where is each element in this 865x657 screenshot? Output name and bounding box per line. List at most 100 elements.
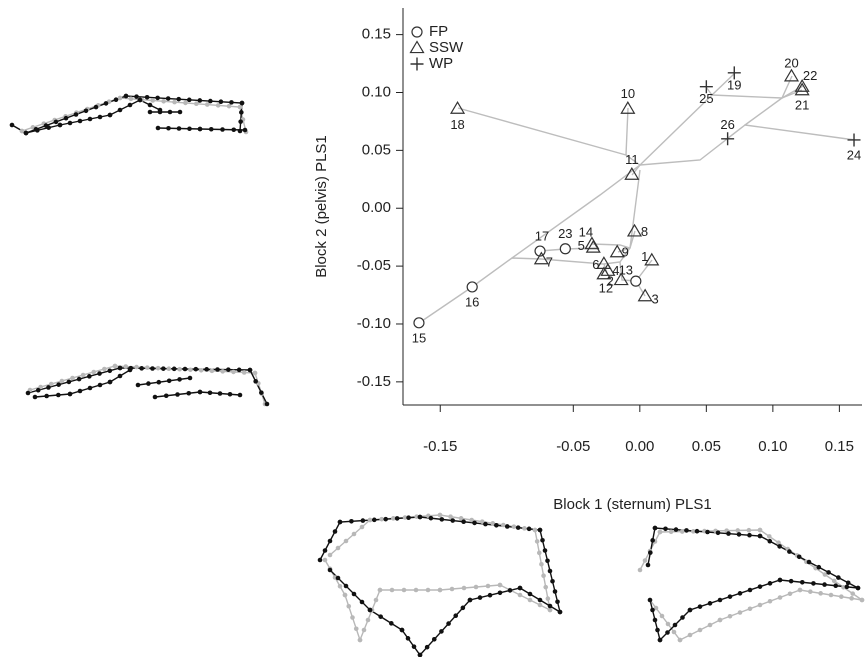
point-label: 12: [599, 281, 613, 296]
landmark-dot: [239, 100, 245, 106]
landmark-dot: [417, 652, 423, 657]
landmark-dot: [855, 585, 861, 591]
landmark-dot: [401, 587, 407, 593]
landmark-dot: [652, 617, 658, 623]
point-label: 22: [803, 68, 817, 83]
legend-symbol: [411, 26, 423, 38]
landmark-dot: [726, 531, 731, 536]
landmark-dot: [806, 559, 812, 565]
landmark-dot: [439, 517, 445, 522]
landmark-dot: [76, 376, 82, 382]
landmark-dot: [642, 558, 648, 563]
x-tick-label: -0.15: [423, 438, 457, 455]
point-label: 25: [699, 91, 713, 106]
landmark-dot: [156, 379, 162, 385]
landmark-dot: [673, 527, 679, 532]
landmark-dot: [77, 388, 83, 394]
landmark-dot: [35, 128, 40, 133]
landmark-dot: [176, 126, 182, 131]
landmark-dot: [177, 377, 182, 382]
landmark-dot: [469, 517, 474, 523]
landmark-dot: [777, 544, 782, 549]
landmark-dot: [229, 100, 234, 105]
landmark-dot: [207, 390, 213, 396]
point: [847, 133, 861, 147]
landmark-dot: [70, 375, 75, 381]
landmark-dot: [428, 515, 434, 521]
landmark-dot: [766, 534, 772, 539]
point-label: 19: [727, 77, 741, 92]
point-label: 10: [621, 86, 635, 101]
landmark-dot: [826, 570, 831, 575]
point-label: 3: [652, 292, 659, 307]
landmark-dot: [128, 96, 134, 102]
landmark-dot: [776, 540, 781, 546]
landmark-dot: [183, 100, 188, 106]
landmark-dot: [193, 366, 199, 372]
y-tick-label: -0.15: [357, 373, 391, 390]
landmark-dot: [797, 587, 803, 593]
landmark-dot: [117, 373, 123, 379]
landmark-dot: [497, 582, 503, 588]
landmark-dot: [532, 527, 538, 533]
landmark-dot: [431, 636, 437, 642]
landmark-dot: [545, 596, 551, 601]
landmark-dot: [97, 371, 102, 376]
landmark-dot: [715, 530, 721, 536]
landmark-dot: [198, 368, 204, 373]
landmark-dot: [547, 603, 553, 609]
landmark-dot: [737, 591, 743, 596]
landmark-dot: [657, 529, 663, 535]
x-axis-label: Block 1 (sternum) PLS1: [553, 496, 711, 513]
landmark-dot: [226, 103, 232, 109]
landmark-dot: [659, 613, 665, 619]
shape-outline: [25, 99, 161, 134]
y-axis-label: Block 2 (pelvis) PLS1: [313, 135, 330, 278]
point: [413, 317, 425, 329]
landmark-dot: [831, 578, 837, 584]
point-label: 8: [641, 224, 648, 239]
landmark-dot: [73, 112, 79, 117]
landmark-dot: [511, 524, 517, 529]
landmark-dot: [477, 595, 483, 600]
y-tick-label: 0.10: [362, 83, 391, 100]
point-label: 26: [720, 117, 734, 132]
point-label: 13: [619, 263, 633, 278]
landmark-dot: [97, 382, 103, 388]
point: [630, 275, 642, 287]
landmark-dot: [411, 644, 417, 649]
landmark-dot: [684, 528, 689, 533]
tree-branch: [511, 164, 641, 259]
landmark-dot: [208, 126, 214, 132]
landmark-dot: [161, 366, 166, 371]
shape-outline: [137, 377, 191, 386]
landmark-dot: [645, 562, 651, 568]
landmark-dot: [547, 568, 553, 574]
landmark-dot: [177, 366, 182, 372]
landmark-dot: [373, 597, 379, 603]
landmark-dot: [747, 587, 753, 593]
landmark-dot: [799, 579, 805, 585]
landmark-dot: [171, 366, 177, 372]
landmark-dot: [727, 594, 733, 599]
point-label: 17: [535, 228, 549, 243]
landmark-dot: [483, 521, 488, 527]
landmark-dot: [839, 594, 844, 599]
landmark-dot: [727, 613, 733, 619]
landmark-dot: [836, 575, 841, 580]
landmark-dot: [536, 550, 542, 556]
landmark-dot: [365, 617, 371, 623]
landmark-dot: [841, 584, 846, 590]
point-label: 16: [465, 294, 479, 309]
landmark-dot: [19, 128, 25, 134]
landmark-dot: [144, 94, 150, 100]
landmark-dot: [237, 392, 243, 398]
landmark-dot: [150, 98, 156, 103]
landmark-dot: [747, 532, 752, 538]
point-label: 1: [641, 249, 648, 264]
point: [626, 223, 643, 237]
point-label: 24: [847, 147, 861, 162]
landmark-dot: [146, 381, 151, 386]
landmark-dot: [327, 567, 333, 573]
landmark-dot: [707, 622, 713, 628]
